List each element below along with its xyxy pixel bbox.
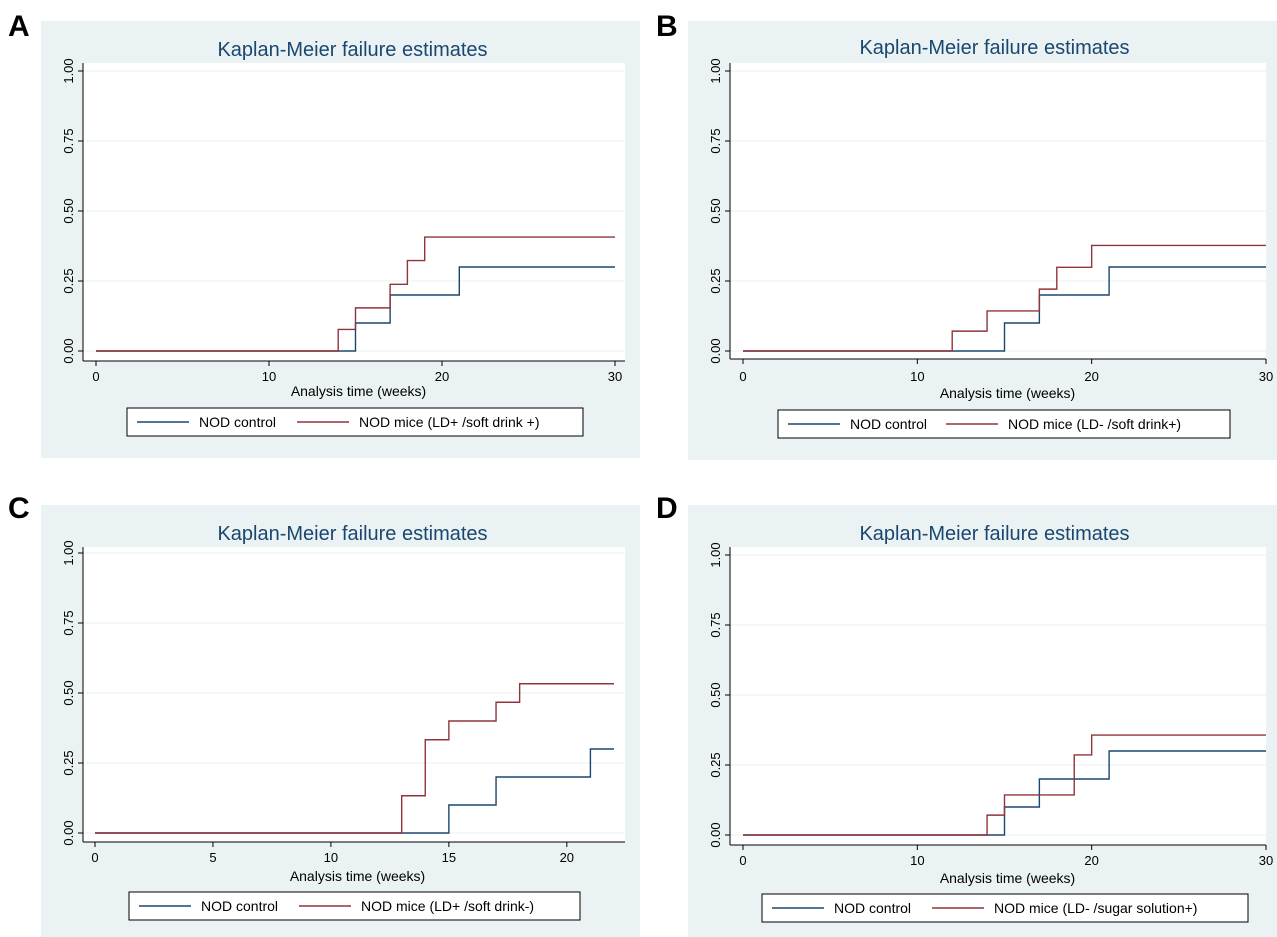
legend-label: NOD control (850, 416, 927, 432)
series-line-control (743, 750, 1266, 836)
x-tick-label: 10 (910, 853, 924, 868)
legend-label: NOD mice (LD- /soft drink+) (1008, 416, 1181, 432)
x-tick-label: 5 (209, 850, 216, 865)
chart-panel-a: Kaplan-Meier failure estimates 0.00 0.25 0.… (41, 21, 640, 458)
y-tick-label: 0.00 (708, 338, 723, 363)
km-chart-b: Kaplan-Meier failure estimates 0.00 0.25 0.… (708, 37, 1273, 439)
plot-area (83, 547, 625, 842)
x-tick-label: 20 (435, 369, 449, 384)
y-tick-label: 1.00 (708, 542, 723, 567)
series-line-control (96, 266, 615, 352)
x-axis-label: Analysis time (weeks) (940, 385, 1075, 401)
x-tick-label: 0 (739, 853, 746, 868)
chart-panel-c: Kaplan-Meier failure estimates 0.00 0.25 0.… (41, 505, 640, 937)
y-tick-label: 0.25 (708, 268, 723, 293)
series-line-control (95, 748, 614, 834)
km-chart-a: Kaplan-Meier failure estimates 0.00 0.25 0.… (61, 39, 625, 437)
x-tick-label: 30 (1259, 853, 1273, 868)
y-tick-label: 0.50 (708, 682, 723, 707)
panel-letter-d: D (656, 492, 678, 525)
panel-letter-c: C (8, 492, 30, 525)
y-tick-label: 1.00 (708, 58, 723, 83)
y-tick-label: 0.25 (61, 750, 76, 775)
panel-letter-a: A (8, 10, 30, 43)
x-axis-label: Analysis time (weeks) (940, 870, 1075, 886)
y-tick-label: 0.75 (61, 610, 76, 635)
x-tick-label: 10 (262, 369, 276, 384)
legend-box (128, 891, 581, 921)
legend-box (126, 407, 584, 437)
y-tick-label: 0.00 (61, 338, 76, 363)
x-tick-label: 30 (608, 369, 622, 384)
y-tick-label: 1.00 (61, 58, 76, 83)
x-axis-label: Analysis time (weeks) (290, 868, 425, 884)
y-tick-label: 1.00 (61, 540, 76, 565)
y-tick-label: 0.00 (61, 820, 76, 845)
x-tick-label: 20 (1084, 853, 1098, 868)
chart-panel-b: Kaplan-Meier failure estimates 0.00 0.25 0.… (688, 21, 1277, 460)
chart-title: Kaplan-Meier failure estimates (859, 37, 1129, 59)
y-tick-label: 0.25 (61, 268, 76, 293)
x-tick-label: 0 (91, 850, 98, 865)
km-chart-c: Kaplan-Meier failure estimates 0.00 0.25 0.… (61, 523, 625, 921)
y-tick-label: 0.50 (708, 198, 723, 223)
panel-letter-b: B (656, 10, 678, 43)
y-tick-label: 0.00 (708, 822, 723, 847)
legend-box (777, 409, 1231, 439)
x-tick-label: 30 (1259, 369, 1273, 384)
legend-label: NOD mice (LD+ /soft drink +) (359, 414, 540, 430)
series-line-treated (96, 236, 615, 352)
legend-label: NOD control (834, 900, 911, 916)
x-tick-label: 10 (324, 850, 338, 865)
legend-box (761, 893, 1249, 923)
legend-label: NOD control (201, 898, 278, 914)
chart-panel-d: Kaplan-Meier failure estimates 0.00 0.25 0.… (688, 505, 1277, 937)
y-tick-label: 0.50 (61, 198, 76, 223)
y-tick-label: 0.75 (708, 128, 723, 153)
chart-title: Kaplan-Meier failure estimates (217, 39, 487, 61)
km-chart-d: Kaplan-Meier failure estimates 0.00 0.25 0.… (708, 523, 1273, 923)
chart-title: Kaplan-Meier failure estimates (859, 523, 1129, 545)
y-tick-label: 0.50 (61, 680, 76, 705)
plot-area (730, 547, 1266, 845)
x-tick-label: 20 (1084, 369, 1098, 384)
series-line-treated (743, 244, 1266, 352)
series-line-treated (743, 734, 1266, 836)
y-tick-label: 0.75 (708, 612, 723, 637)
y-tick-label: 0.25 (708, 752, 723, 777)
x-axis-label: Analysis time (weeks) (291, 383, 426, 399)
x-tick-label: 0 (92, 369, 99, 384)
chart-title: Kaplan-Meier failure estimates (217, 523, 487, 545)
x-tick-label: 0 (739, 369, 746, 384)
legend-label: NOD mice (LD+ /soft drink-) (361, 898, 534, 914)
plot-area (83, 63, 625, 361)
y-tick-label: 0.75 (61, 128, 76, 153)
x-tick-label: 15 (442, 850, 456, 865)
x-tick-label: 10 (910, 369, 924, 384)
legend-label: NOD mice (LD- /sugar solution+) (994, 900, 1197, 916)
x-tick-label: 20 (560, 850, 574, 865)
legend-label: NOD control (199, 414, 276, 430)
series-line-treated (95, 683, 614, 834)
